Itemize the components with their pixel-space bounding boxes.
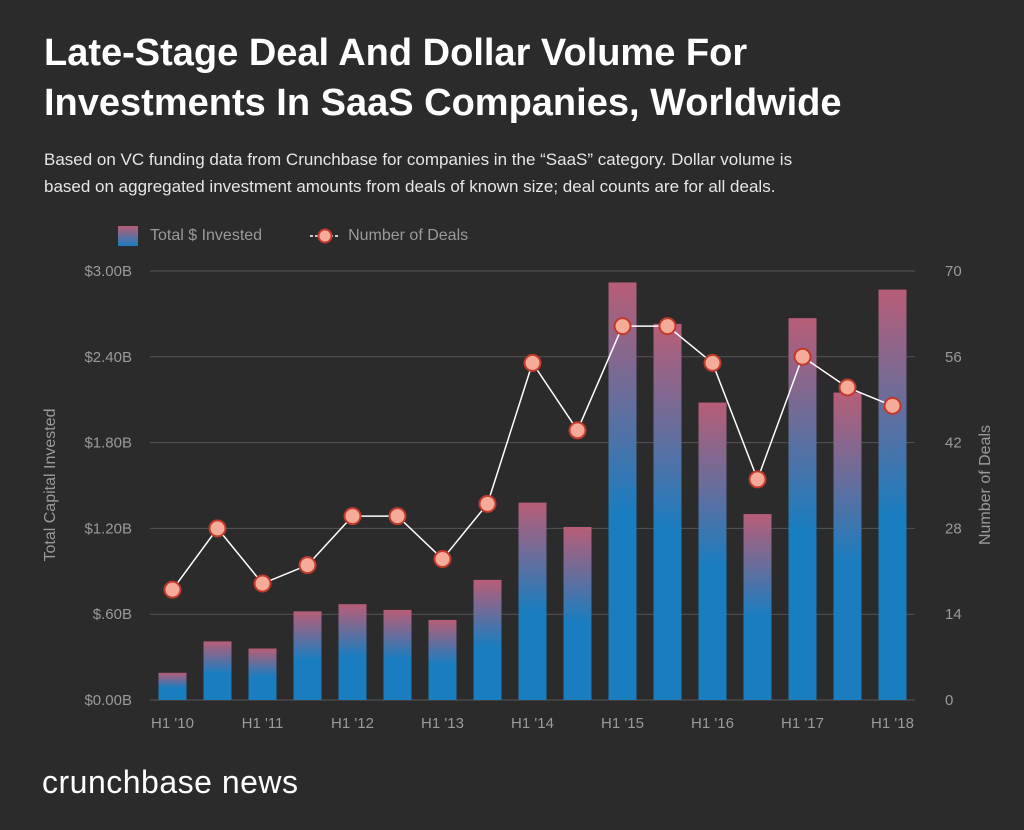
x-tick-label: H1 '14 bbox=[511, 715, 554, 732]
bar bbox=[878, 289, 907, 700]
y-tick-label: $3.00B bbox=[84, 263, 132, 280]
bar-swatch-icon bbox=[118, 226, 138, 246]
bar bbox=[383, 609, 412, 700]
deals-point bbox=[748, 470, 767, 489]
bar bbox=[473, 579, 502, 700]
y-tick-label: $0.00B bbox=[84, 692, 132, 709]
y2-tick-label: 14 bbox=[945, 606, 962, 623]
chart-subtitle: Based on VC funding data from Crunchbase… bbox=[44, 146, 994, 200]
legend: Total $ Invested Number of Deals bbox=[118, 224, 516, 248]
y2-tick-label: 0 bbox=[945, 692, 953, 709]
x-tick-label: H1 '11 bbox=[242, 715, 284, 732]
deals-point bbox=[703, 353, 722, 372]
x-tick-label: H1 '16 bbox=[691, 715, 734, 732]
bar bbox=[158, 672, 187, 700]
bar bbox=[608, 282, 637, 700]
deals-point bbox=[523, 353, 542, 372]
legend-item-invested[interactable]: Total $ Invested bbox=[118, 226, 262, 246]
deals-point bbox=[613, 317, 632, 336]
line-series bbox=[163, 317, 902, 599]
chart-title: Late-Stage Deal And Dollar Volume For In… bbox=[44, 28, 994, 128]
subtitle-line-2: based on aggregated investment amounts f… bbox=[44, 177, 776, 196]
x-tick-label: H1 '17 bbox=[781, 715, 824, 732]
legend-label-deals: Number of Deals bbox=[348, 227, 469, 244]
deals-point bbox=[433, 550, 452, 569]
title-line-1: Late-Stage Deal And Dollar Volume For bbox=[44, 32, 748, 74]
bar bbox=[743, 514, 772, 700]
subtitle-line-1: Based on VC funding data from Crunchbase… bbox=[44, 150, 793, 169]
deals-point bbox=[388, 507, 407, 526]
deals-point bbox=[568, 421, 587, 440]
title-line-2: Investments In SaaS Companies, Worldwide bbox=[44, 82, 842, 124]
bar bbox=[293, 611, 322, 700]
bar bbox=[833, 392, 862, 700]
legend-item-deals[interactable]: Number of Deals bbox=[310, 226, 468, 246]
bar bbox=[248, 648, 277, 700]
deals-point bbox=[343, 507, 362, 526]
deals-point bbox=[883, 396, 902, 415]
x-tick-label: H1 '13 bbox=[421, 715, 464, 732]
deals-point bbox=[838, 378, 857, 397]
deals-point bbox=[163, 580, 182, 599]
deals-point bbox=[208, 519, 227, 538]
y2-tick-label: 42 bbox=[945, 435, 962, 452]
axes: $0.00B 0 $.60B 14 $1.20B 28 $1.80B 42 $2.40B 56 $3… bbox=[84, 263, 961, 732]
deals-point bbox=[298, 556, 317, 575]
x-tick-label: H1 '18 bbox=[871, 715, 914, 732]
y-tick-label: $1.80B bbox=[84, 435, 132, 452]
bar bbox=[698, 402, 727, 700]
bar bbox=[338, 604, 367, 700]
bar bbox=[563, 526, 592, 700]
x-tick-label: H1 '12 bbox=[331, 715, 374, 732]
y-tick-label: $.60B bbox=[93, 606, 132, 623]
bar bbox=[788, 318, 817, 700]
y2-axis-title: Number of Deals bbox=[977, 425, 994, 545]
y-axis-title: Total Capital Invested bbox=[42, 409, 59, 562]
legend-label-invested: Total $ Invested bbox=[150, 227, 263, 244]
crunchbase-news-logo: crunchbase news bbox=[42, 764, 299, 800]
y-tick-label: $1.20B bbox=[84, 520, 132, 537]
bar bbox=[653, 323, 682, 700]
bar-series bbox=[158, 282, 907, 700]
line-marker-icon bbox=[310, 228, 341, 244]
x-tick-label: H1 '10 bbox=[151, 715, 194, 732]
x-tick-label: H1 '15 bbox=[601, 715, 644, 732]
y2-tick-label: 56 bbox=[945, 349, 962, 366]
deals-point bbox=[793, 347, 812, 366]
bar bbox=[518, 502, 547, 700]
deals-point bbox=[658, 317, 677, 336]
deals-point bbox=[253, 574, 272, 593]
y2-tick-label: 70 bbox=[945, 263, 962, 280]
y2-tick-label: 28 bbox=[945, 520, 962, 537]
bar bbox=[203, 641, 232, 700]
y-tick-label: $2.40B bbox=[84, 349, 132, 366]
bar bbox=[428, 619, 457, 700]
deals-point bbox=[478, 494, 497, 513]
